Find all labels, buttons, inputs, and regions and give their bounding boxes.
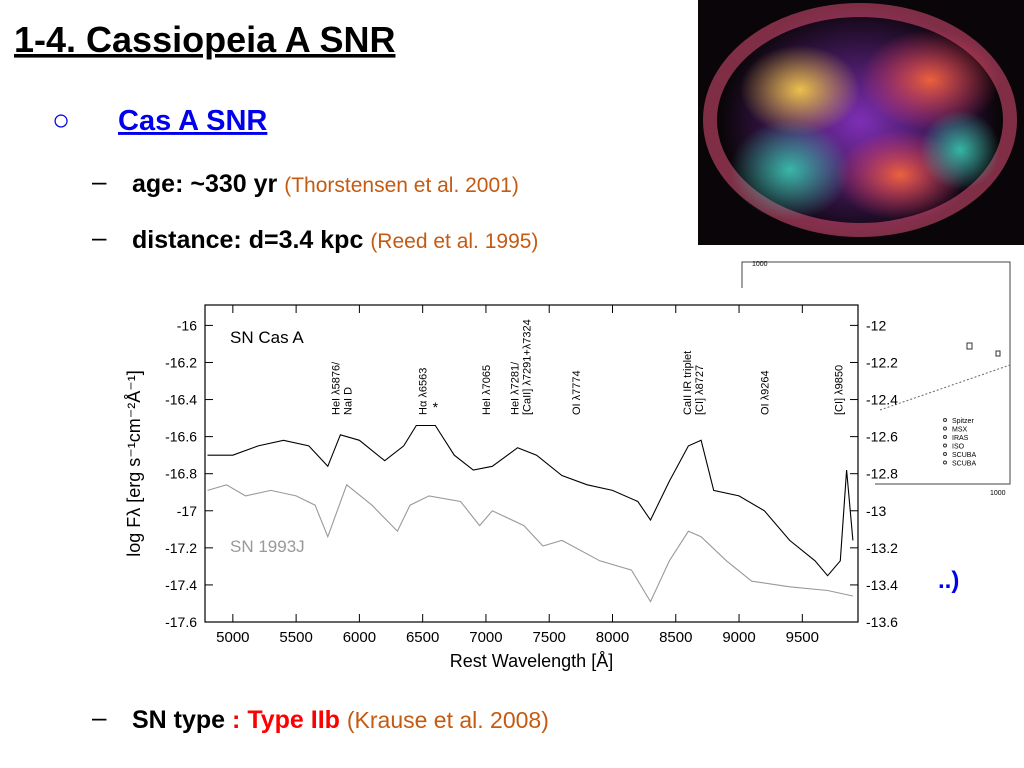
x-axis-label: Rest Wavelength [Å] — [450, 651, 613, 671]
item-label: SN type — [132, 706, 225, 734]
bullet-marker: ○ — [52, 104, 70, 137]
slide-title: 1-4. Cassiopeia A SNR — [14, 19, 395, 60]
annotation: Hα λ6563 — [418, 368, 430, 415]
y2-tick-label: -12 — [866, 317, 886, 333]
y-tick-label: -17.6 — [165, 614, 197, 630]
annotation: * — [433, 399, 439, 415]
y2-tick-label: -13.6 — [866, 614, 898, 630]
bullet-heading: Cas A SNR — [118, 105, 267, 137]
y2-tick-label: -12.8 — [866, 466, 898, 482]
x-tick-label: 8000 — [596, 629, 629, 646]
x-tick-label: 5500 — [279, 629, 312, 646]
y2-tick-label: -12.4 — [866, 392, 898, 408]
x-tick-label: 5000 — [216, 629, 249, 646]
x-tick-label: 9000 — [722, 629, 755, 646]
annotation: [CaII] λ7291+λ7324 — [522, 319, 534, 415]
x-tick-label: 9500 — [786, 629, 819, 646]
annotation: NaI D — [343, 387, 355, 415]
spectrum-line — [207, 483, 854, 603]
y-axis-label: log Fλ [erg s⁻¹cm⁻²Å⁻¹] — [124, 370, 144, 557]
sed-legend-label: SCUBA — [952, 461, 976, 468]
sed-legend-label: Spitzer — [952, 418, 974, 425]
x-tick-label: 7500 — [533, 629, 566, 646]
item-label: age: ~330 yr — [132, 170, 278, 198]
dash: – — [92, 166, 107, 196]
sed-legend-symbol — [943, 435, 947, 439]
dash: – — [92, 702, 107, 732]
y-tick-label: -16.8 — [165, 466, 197, 482]
item-value: : Type IIb — [232, 706, 340, 734]
x-tick-label: 8500 — [659, 629, 692, 646]
annotation: HeI λ5876/ — [331, 361, 343, 415]
item-ref: (Krause et al. 2008) — [347, 707, 549, 733]
y-tick-label: -17.2 — [165, 540, 197, 556]
y-tick-label: -17.4 — [165, 577, 197, 593]
item-label: distance: d=3.4 kpc — [132, 226, 363, 254]
y-tick-label: -16.6 — [165, 429, 197, 445]
sed-legend-label: MSX — [952, 427, 968, 434]
item-line: distance: d=3.4 kpc (Reed et al. 1995) — [132, 226, 538, 254]
y2-tick-label: -13.2 — [866, 540, 898, 556]
y-tick-label: -16.2 — [165, 354, 197, 370]
item-line: SN type : Type IIb (Krause et al. 2008) — [132, 706, 549, 734]
x-tick-label: 6000 — [343, 629, 376, 646]
sed-legend-label: ISO — [952, 444, 965, 451]
sed-legend-symbol — [943, 418, 947, 422]
y-tick-label: -16.4 — [165, 392, 197, 408]
spectrum-line — [207, 424, 854, 577]
series-label: SN 1993J — [230, 537, 305, 556]
sed-legend-symbol — [943, 443, 947, 448]
annotation: CaII IR triplet — [682, 351, 694, 415]
plot-frame — [204, 304, 859, 623]
annotation: OI λ7774 — [571, 370, 583, 415]
y-tick-label: -17 — [177, 503, 197, 519]
annotation: HeI λ7281/ — [510, 361, 522, 415]
series-label: SN Cas A — [230, 328, 304, 347]
nebula-image — [698, 0, 1024, 245]
annotation: [CI] λ9850 — [834, 365, 846, 415]
x-tick-label: 6500 — [406, 629, 439, 646]
y2-tick-label: -12.6 — [866, 429, 898, 445]
annotation: OI λ9264 — [759, 370, 771, 415]
sed-legend-symbol — [943, 426, 947, 431]
chart-background — [115, 288, 875, 683]
x-tick-label: 7000 — [469, 629, 502, 646]
sed-legend-symbol — [943, 460, 947, 465]
y-tick-label: -16 — [177, 317, 197, 333]
y2-tick-label: -12.2 — [866, 354, 898, 370]
sed-legend-symbol — [943, 452, 947, 456]
dash: – — [92, 222, 107, 252]
item-ref: (Reed et al. 1995) — [370, 230, 538, 253]
y2-tick-label: -13.4 — [866, 577, 898, 593]
annotation: [CI] λ8727 — [694, 365, 706, 415]
sed-legend-label: IRAS — [952, 435, 969, 442]
sed-axis-label: 1000 — [752, 261, 768, 268]
y2-tick-label: -13 — [866, 503, 886, 519]
item-ref: (Thorstensen et al. 2001) — [284, 174, 519, 197]
sed-axis-label: 1000 — [990, 490, 1006, 497]
sed-legend-label: SCUBA — [952, 452, 976, 459]
annotation: HeI λ7065 — [481, 365, 493, 415]
hidden-text-end: ..) — [938, 567, 959, 594]
item-line: age: ~330 yr (Thorstensen et al. 2001) — [132, 170, 519, 198]
